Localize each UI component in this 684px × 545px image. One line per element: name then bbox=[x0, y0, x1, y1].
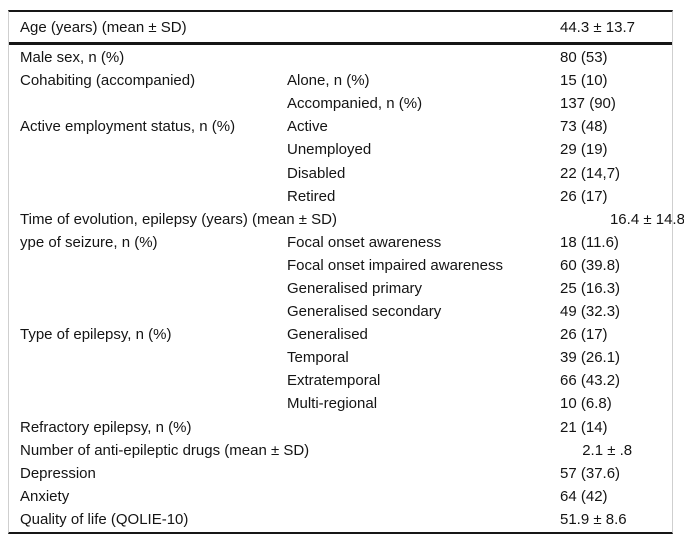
row-label: Age (years) (mean ± SD) bbox=[20, 18, 187, 36]
row-sublabel: Generalised primary bbox=[287, 279, 423, 297]
row-label: Time of evolution, epilepsy (years) (mea… bbox=[20, 210, 337, 228]
table-row: Generalised primary 25 (16.3) bbox=[9, 277, 672, 300]
demographics-table: Age (years) (mean ± SD) 44.3 ± 13.7 Male… bbox=[8, 10, 684, 534]
row-sublabel: Focal onset awareness bbox=[287, 233, 442, 251]
row-value: 26 (17) bbox=[560, 187, 608, 205]
row-value: 57 (37.6) bbox=[560, 464, 621, 482]
row-value: 22 (14,7) bbox=[560, 164, 621, 182]
table-body: Male sex, n (%) 80 (53) Cohabiting (acco… bbox=[9, 45, 684, 532]
table-row: Accompanied, n (%) 137 (90) bbox=[9, 92, 672, 115]
row-sublabel: Active bbox=[287, 118, 328, 136]
row-value: 29 (19) bbox=[560, 141, 608, 159]
row-label: Type of epilepsy, n (%) bbox=[20, 326, 172, 344]
row-value: 66 (43.2) bbox=[560, 372, 621, 390]
row-label: ype of seizure, n (%) bbox=[20, 233, 158, 251]
row-label: Cohabiting (accompanied) bbox=[20, 72, 196, 90]
table-row: Temporal 39 (26.1) bbox=[9, 346, 672, 369]
row-label: Active employment status, n (%) bbox=[20, 118, 236, 136]
row-sublabel: Unemployed bbox=[287, 141, 372, 159]
row-sublabel: Generalised secondary bbox=[287, 303, 442, 321]
table-row-age: Age (years) (mean ± SD) 44.3 ± 13.7 bbox=[9, 12, 672, 45]
row-sublabel: Temporal bbox=[287, 349, 349, 367]
table-row: Anxiety 64 (42) bbox=[9, 485, 672, 508]
table-row: Extratemporal 66 (43.2) bbox=[9, 369, 672, 392]
row-value: 10 (6.8) bbox=[560, 395, 612, 413]
table-row: Type of epilepsy, n (%) Generalised 26 (… bbox=[9, 323, 672, 346]
row-value: 51.9 ± 8.6 bbox=[560, 510, 627, 528]
row-value: 2.1 ± .8 bbox=[582, 441, 633, 459]
row-value: 44.3 ± 13.7 bbox=[560, 18, 635, 36]
table-row: Cohabiting (accompanied) Alone, n (%) 15… bbox=[9, 69, 672, 92]
row-sublabel: Focal onset impaired awareness bbox=[287, 256, 503, 274]
table-row: Male sex, n (%) 80 (53) bbox=[9, 46, 672, 69]
row-value: 49 (32.3) bbox=[560, 303, 621, 321]
row-label: Quality of life (QOLIE-10) bbox=[20, 510, 189, 528]
row-value: 15 (10) bbox=[560, 72, 608, 90]
row-value: 26 (17) bbox=[560, 326, 608, 344]
row-value: 16.4 ± 14.8 bbox=[609, 210, 684, 228]
table-row: Retired 26 (17) bbox=[9, 185, 672, 208]
table-row: Time of evolution, epilepsy (years) (mea… bbox=[9, 208, 684, 231]
row-label: Anxiety bbox=[20, 487, 70, 505]
row-sublabel: Accompanied, n (%) bbox=[287, 95, 423, 113]
row-value: 25 (16.3) bbox=[560, 279, 621, 297]
row-label: Depression bbox=[20, 464, 96, 482]
row-value: 18 (11.6) bbox=[560, 233, 619, 251]
row-sublabel: Alone, n (%) bbox=[287, 72, 370, 90]
table-row: Active employment status, n (%) Active 7… bbox=[9, 115, 672, 138]
row-value: 60 (39.8) bbox=[560, 256, 621, 274]
row-label: Number of anti-epileptic drugs (mean ± S… bbox=[20, 441, 310, 459]
row-sublabel: Extratemporal bbox=[287, 372, 381, 390]
row-sublabel: Generalised bbox=[287, 326, 368, 344]
table-row: Unemployed 29 (19) bbox=[9, 138, 672, 161]
table-row: Refractory epilepsy, n (%) 21 (14) bbox=[9, 416, 672, 439]
row-sublabel: Multi-regional bbox=[287, 395, 378, 413]
row-value: 64 (42) bbox=[560, 487, 608, 505]
row-value: 137 (90) bbox=[560, 95, 616, 113]
row-value: 73 (48) bbox=[560, 118, 608, 136]
table-row: Generalised secondary 49 (32.3) bbox=[9, 300, 672, 323]
table-row: Number of anti-epileptic drugs (mean ± S… bbox=[9, 439, 672, 462]
table-row: ype of seizure, n (%) Focal onset awaren… bbox=[9, 231, 672, 254]
row-value: 39 (26.1) bbox=[560, 349, 621, 367]
table-row: Multi-regional 10 (6.8) bbox=[9, 392, 672, 415]
row-value: 80 (53) bbox=[560, 49, 608, 67]
table-row: Focal onset impaired awareness 60 (39.8) bbox=[9, 254, 672, 277]
table-row: Depression 57 (37.6) bbox=[9, 462, 672, 485]
row-value: 21 (14) bbox=[560, 418, 608, 436]
table-row: Disabled 22 (14,7) bbox=[9, 161, 672, 184]
table-row: Quality of life (QOLIE-10) 51.9 ± 8.6 bbox=[9, 508, 672, 531]
row-sublabel: Disabled bbox=[287, 164, 346, 182]
row-sublabel: Retired bbox=[287, 187, 336, 205]
row-label: Refractory epilepsy, n (%) bbox=[20, 418, 192, 436]
row-label: Male sex, n (%) bbox=[20, 49, 125, 67]
